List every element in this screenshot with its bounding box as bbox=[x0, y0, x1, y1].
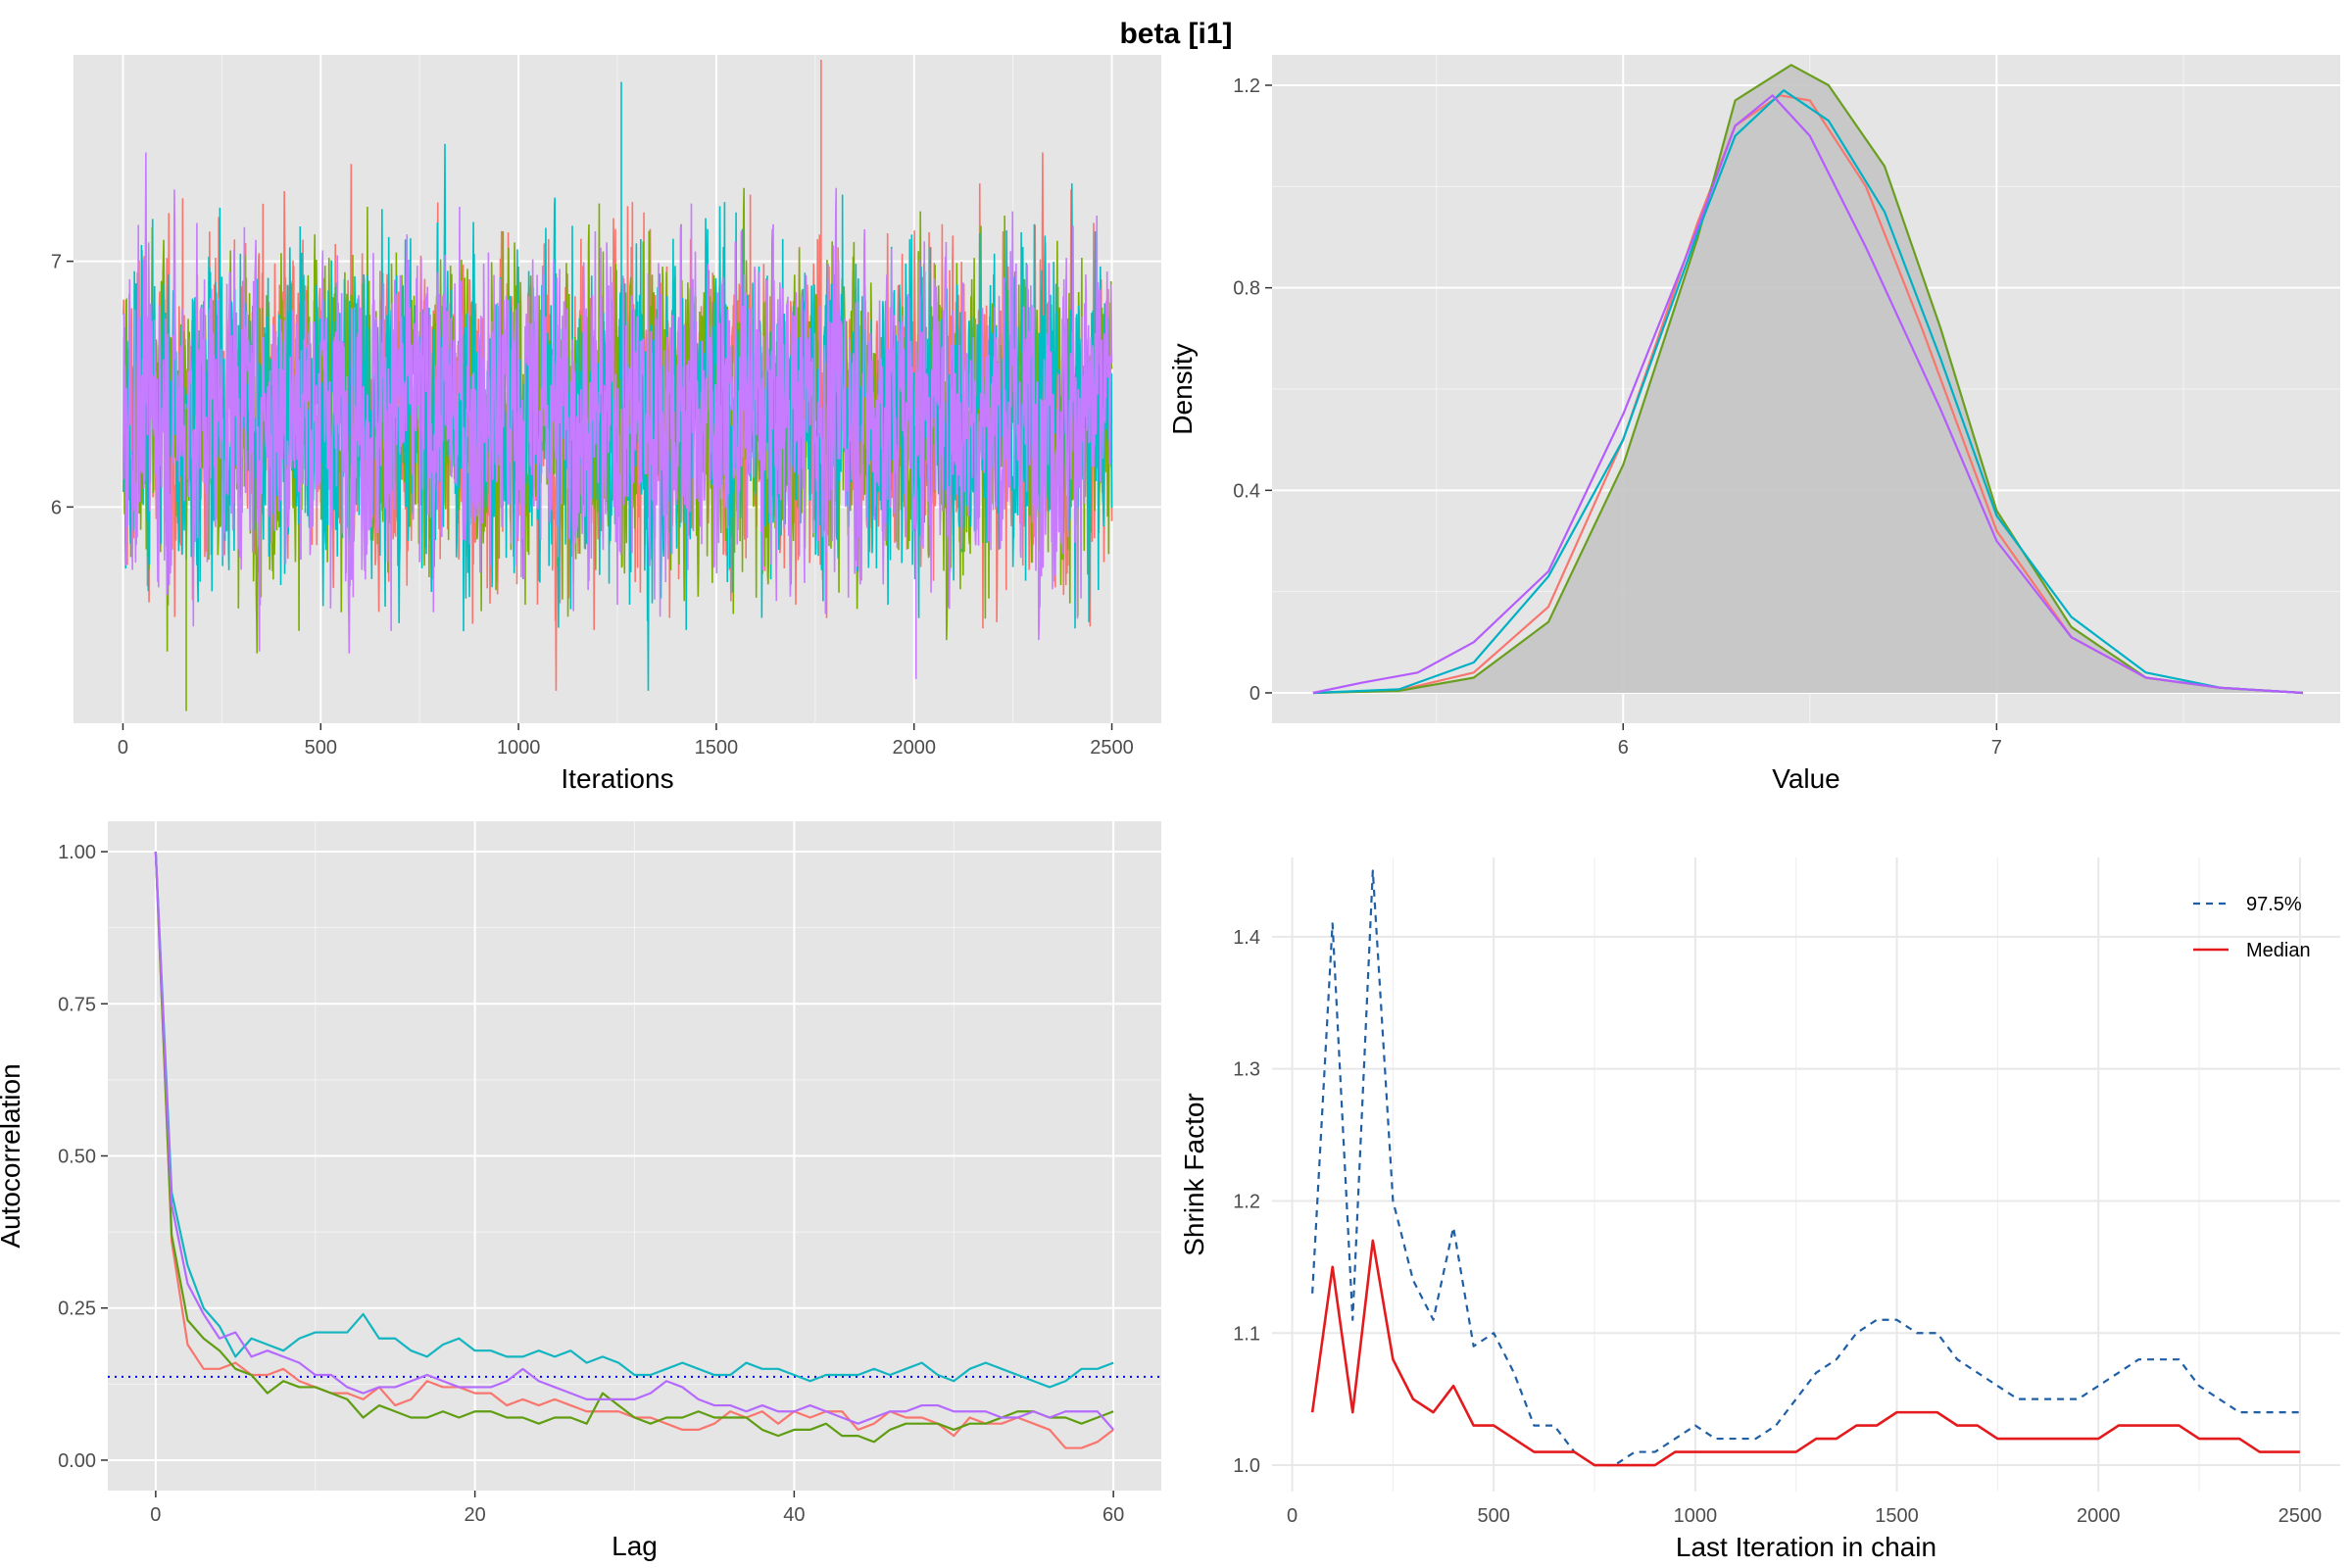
y-tick-label: 1.1 bbox=[1233, 1323, 1260, 1345]
y-tick-label: 1.3 bbox=[1233, 1059, 1260, 1081]
y-axis-label: Shrink Factor bbox=[1179, 1093, 1209, 1256]
legend-label: Median bbox=[2246, 940, 2311, 961]
x-tick-label: 2500 bbox=[2278, 1505, 2323, 1527]
x-axis-label: Value bbox=[1772, 763, 1840, 794]
y-axis-label: Density bbox=[1167, 343, 1198, 434]
x-tick-label: 40 bbox=[783, 1504, 805, 1526]
x-axis-label: Last Iteration in chain bbox=[1676, 1532, 1936, 1562]
x-tick-label: 1500 bbox=[695, 737, 739, 759]
x-tick-label: 2000 bbox=[892, 737, 936, 759]
legend-label: 97.5% bbox=[2246, 894, 2302, 915]
density-curve bbox=[1312, 94, 2303, 695]
trace-panel: 6705001000150020002500IterationsValue bbox=[51, 55, 1161, 794]
y-tick-label: 1.00 bbox=[58, 842, 96, 863]
acf-line bbox=[154, 851, 1114, 1389]
trace-chain-line bbox=[122, 152, 1113, 654]
density-curve bbox=[1312, 64, 2303, 695]
y-axis-label: Autocorrelation bbox=[0, 1063, 25, 1248]
x-tick-label: 0 bbox=[118, 737, 128, 759]
x-tick-label: 1000 bbox=[1674, 1505, 1718, 1527]
y-tick-label: 7 bbox=[51, 252, 62, 273]
x-tick-label: 20 bbox=[464, 1504, 485, 1526]
x-axis-label: Iterations bbox=[561, 763, 673, 794]
median-line bbox=[1310, 1239, 2300, 1467]
x-axis-label: Lag bbox=[612, 1531, 658, 1561]
x-tick-label: 2000 bbox=[2077, 1505, 2121, 1527]
acf-line bbox=[154, 852, 1114, 1444]
density-fill-area bbox=[1312, 65, 2303, 693]
x-tick-label: 0 bbox=[1287, 1505, 1298, 1527]
density-curve bbox=[1312, 89, 2303, 695]
acf-line bbox=[154, 852, 1114, 1431]
x-tick-label: 1000 bbox=[497, 737, 541, 759]
y-tick-label: 1.0 bbox=[1233, 1455, 1260, 1477]
y-tick-label: 0.4 bbox=[1233, 480, 1260, 502]
figure-title: beta [i1] bbox=[1119, 18, 1232, 50]
x-tick-label: 7 bbox=[1991, 737, 2002, 759]
x-tick-label: 0 bbox=[150, 1504, 161, 1526]
y-tick-label: 1.4 bbox=[1233, 927, 1260, 949]
density-panel: 0 0.4 0.8 1.2 6 7 Value Density bbox=[1167, 55, 2340, 794]
y-tick-label: 0.8 bbox=[1233, 278, 1260, 300]
y-tick-label: 0.50 bbox=[58, 1147, 96, 1168]
y-tick-label: 0.75 bbox=[58, 994, 96, 1015]
x-tick-label: 2500 bbox=[1090, 737, 1134, 759]
x-tick-label: 60 bbox=[1102, 1504, 1124, 1526]
y-tick-label: 0 bbox=[1250, 683, 1260, 705]
y-tick-label: 1.2 bbox=[1233, 75, 1260, 97]
y-tick-label: 6 bbox=[51, 497, 62, 518]
y-tick-label: 0.00 bbox=[58, 1450, 96, 1472]
x-tick-label: 6 bbox=[1618, 737, 1629, 759]
y-tick-label: 0.25 bbox=[58, 1298, 96, 1320]
y-tick-label: 1.2 bbox=[1233, 1191, 1260, 1212]
autocorrelation-panel: 0.00 0.25 0.50 0.75 1.00 0 20 40 60 Lag Autocorrel… bbox=[0, 821, 1161, 1561]
x-tick-label: 1500 bbox=[1875, 1505, 1919, 1527]
x-tick-label: 500 bbox=[305, 737, 337, 759]
shrink-factor-panel: 1.0 1.1 1.2 1.3 1.4 0 500 1000 1500 2000 2500 Last … bbox=[1179, 858, 2340, 1562]
x-tick-label: 500 bbox=[1478, 1505, 1510, 1527]
q975-line bbox=[1311, 869, 2300, 1467]
